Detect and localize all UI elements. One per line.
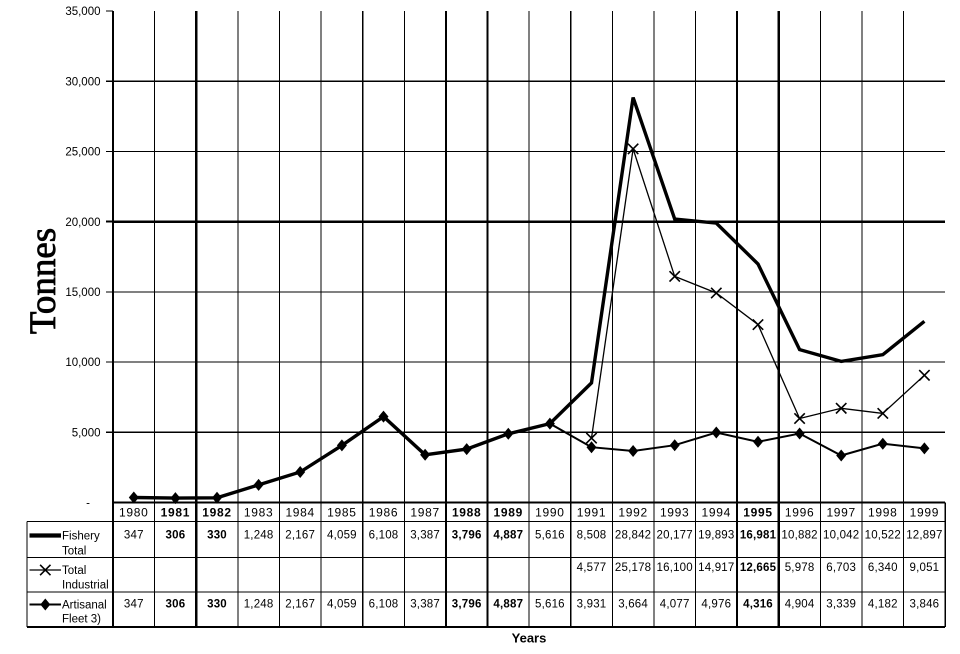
svg-text:1989: 1989 — [494, 505, 524, 519]
svg-text:10,042: 10,042 — [823, 530, 859, 542]
svg-text:1990: 1990 — [535, 505, 565, 519]
svg-text:3,339: 3,339 — [826, 598, 856, 610]
svg-text:5,616: 5,616 — [535, 598, 565, 610]
svg-text:5,000: 5,000 — [72, 427, 101, 439]
svg-text:Industrial: Industrial — [62, 580, 109, 592]
svg-text:14,917: 14,917 — [698, 562, 734, 574]
svg-text:10,000: 10,000 — [65, 357, 100, 369]
svg-text:Artisanal: Artisanal — [62, 600, 107, 612]
svg-text:20,000: 20,000 — [65, 217, 100, 229]
svg-text:Fleet 3): Fleet 3) — [62, 614, 101, 626]
svg-text:5,978: 5,978 — [785, 562, 815, 574]
svg-text:-: - — [86, 497, 90, 509]
svg-text:35,000: 35,000 — [65, 6, 100, 18]
svg-text:6,108: 6,108 — [369, 598, 399, 610]
svg-text:1997: 1997 — [826, 505, 856, 519]
svg-text:1996: 1996 — [785, 505, 815, 519]
svg-text:3,664: 3,664 — [618, 598, 648, 610]
svg-text:1,248: 1,248 — [244, 530, 274, 542]
svg-text:1,248: 1,248 — [244, 598, 274, 610]
svg-text:1983: 1983 — [244, 505, 274, 519]
svg-text:30,000: 30,000 — [65, 76, 100, 88]
svg-text:3,796: 3,796 — [452, 530, 482, 542]
svg-text:Fishery: Fishery — [62, 531, 100, 543]
svg-text:1984: 1984 — [285, 505, 315, 519]
svg-text:1988: 1988 — [452, 505, 482, 519]
svg-text:3,387: 3,387 — [410, 530, 440, 542]
svg-text:25,178: 25,178 — [615, 562, 651, 574]
svg-text:12,897: 12,897 — [906, 530, 942, 542]
svg-text:306: 306 — [166, 530, 186, 542]
svg-text:16,100: 16,100 — [657, 562, 693, 574]
svg-text:1981: 1981 — [161, 505, 191, 519]
svg-text:12,665: 12,665 — [740, 562, 777, 574]
svg-text:4,059: 4,059 — [327, 598, 357, 610]
svg-text:28,842: 28,842 — [615, 530, 651, 542]
svg-text:2,167: 2,167 — [285, 598, 315, 610]
svg-text:1993: 1993 — [660, 505, 690, 519]
svg-text:Total: Total — [62, 546, 86, 558]
svg-text:1995: 1995 — [743, 505, 773, 519]
svg-text:330: 330 — [207, 530, 227, 542]
svg-text:330: 330 — [207, 598, 227, 610]
svg-text:6,340: 6,340 — [868, 562, 898, 574]
svg-text:Years: Years — [512, 631, 547, 646]
svg-text:3,796: 3,796 — [452, 598, 482, 610]
svg-text:1998: 1998 — [868, 505, 898, 519]
svg-text:4,887: 4,887 — [493, 530, 523, 542]
svg-text:8,508: 8,508 — [577, 530, 607, 542]
svg-text:10,522: 10,522 — [865, 530, 901, 542]
svg-text:1986: 1986 — [369, 505, 399, 519]
svg-text:20,177: 20,177 — [657, 530, 693, 542]
svg-text:15,000: 15,000 — [65, 287, 100, 299]
svg-text:10,882: 10,882 — [781, 530, 817, 542]
svg-text:3,387: 3,387 — [410, 598, 440, 610]
svg-text:4,904: 4,904 — [785, 598, 815, 610]
svg-text:306: 306 — [166, 598, 186, 610]
svg-text:25,000: 25,000 — [65, 147, 100, 159]
svg-text:1987: 1987 — [410, 505, 440, 519]
svg-text:19,893: 19,893 — [698, 530, 734, 542]
svg-text:347: 347 — [124, 598, 144, 610]
svg-text:1991: 1991 — [577, 505, 607, 519]
svg-text:1994: 1994 — [702, 505, 732, 519]
svg-text:1992: 1992 — [618, 505, 648, 519]
svg-text:4,182: 4,182 — [868, 598, 898, 610]
svg-text:1985: 1985 — [327, 505, 357, 519]
svg-text:16,981: 16,981 — [740, 530, 777, 542]
svg-text:Tonnes: Tonnes — [23, 228, 64, 334]
svg-text:3,931: 3,931 — [577, 598, 607, 610]
svg-text:3,846: 3,846 — [910, 598, 940, 610]
svg-text:4,976: 4,976 — [701, 598, 731, 610]
svg-text:4,577: 4,577 — [577, 562, 607, 574]
svg-text:2,167: 2,167 — [285, 530, 315, 542]
svg-text:4,059: 4,059 — [327, 530, 357, 542]
svg-text:1999: 1999 — [910, 505, 940, 519]
svg-text:4,316: 4,316 — [743, 598, 773, 610]
svg-text:4,887: 4,887 — [493, 598, 523, 610]
svg-text:1982: 1982 — [202, 505, 232, 519]
svg-text:347: 347 — [124, 530, 144, 542]
svg-text:6,703: 6,703 — [826, 562, 856, 574]
svg-text:9,051: 9,051 — [910, 562, 940, 574]
svg-text:6,108: 6,108 — [369, 530, 399, 542]
svg-text:4,077: 4,077 — [660, 598, 690, 610]
svg-text:1980: 1980 — [119, 505, 149, 519]
svg-text:5,616: 5,616 — [535, 530, 565, 542]
svg-text:Total: Total — [62, 565, 86, 577]
